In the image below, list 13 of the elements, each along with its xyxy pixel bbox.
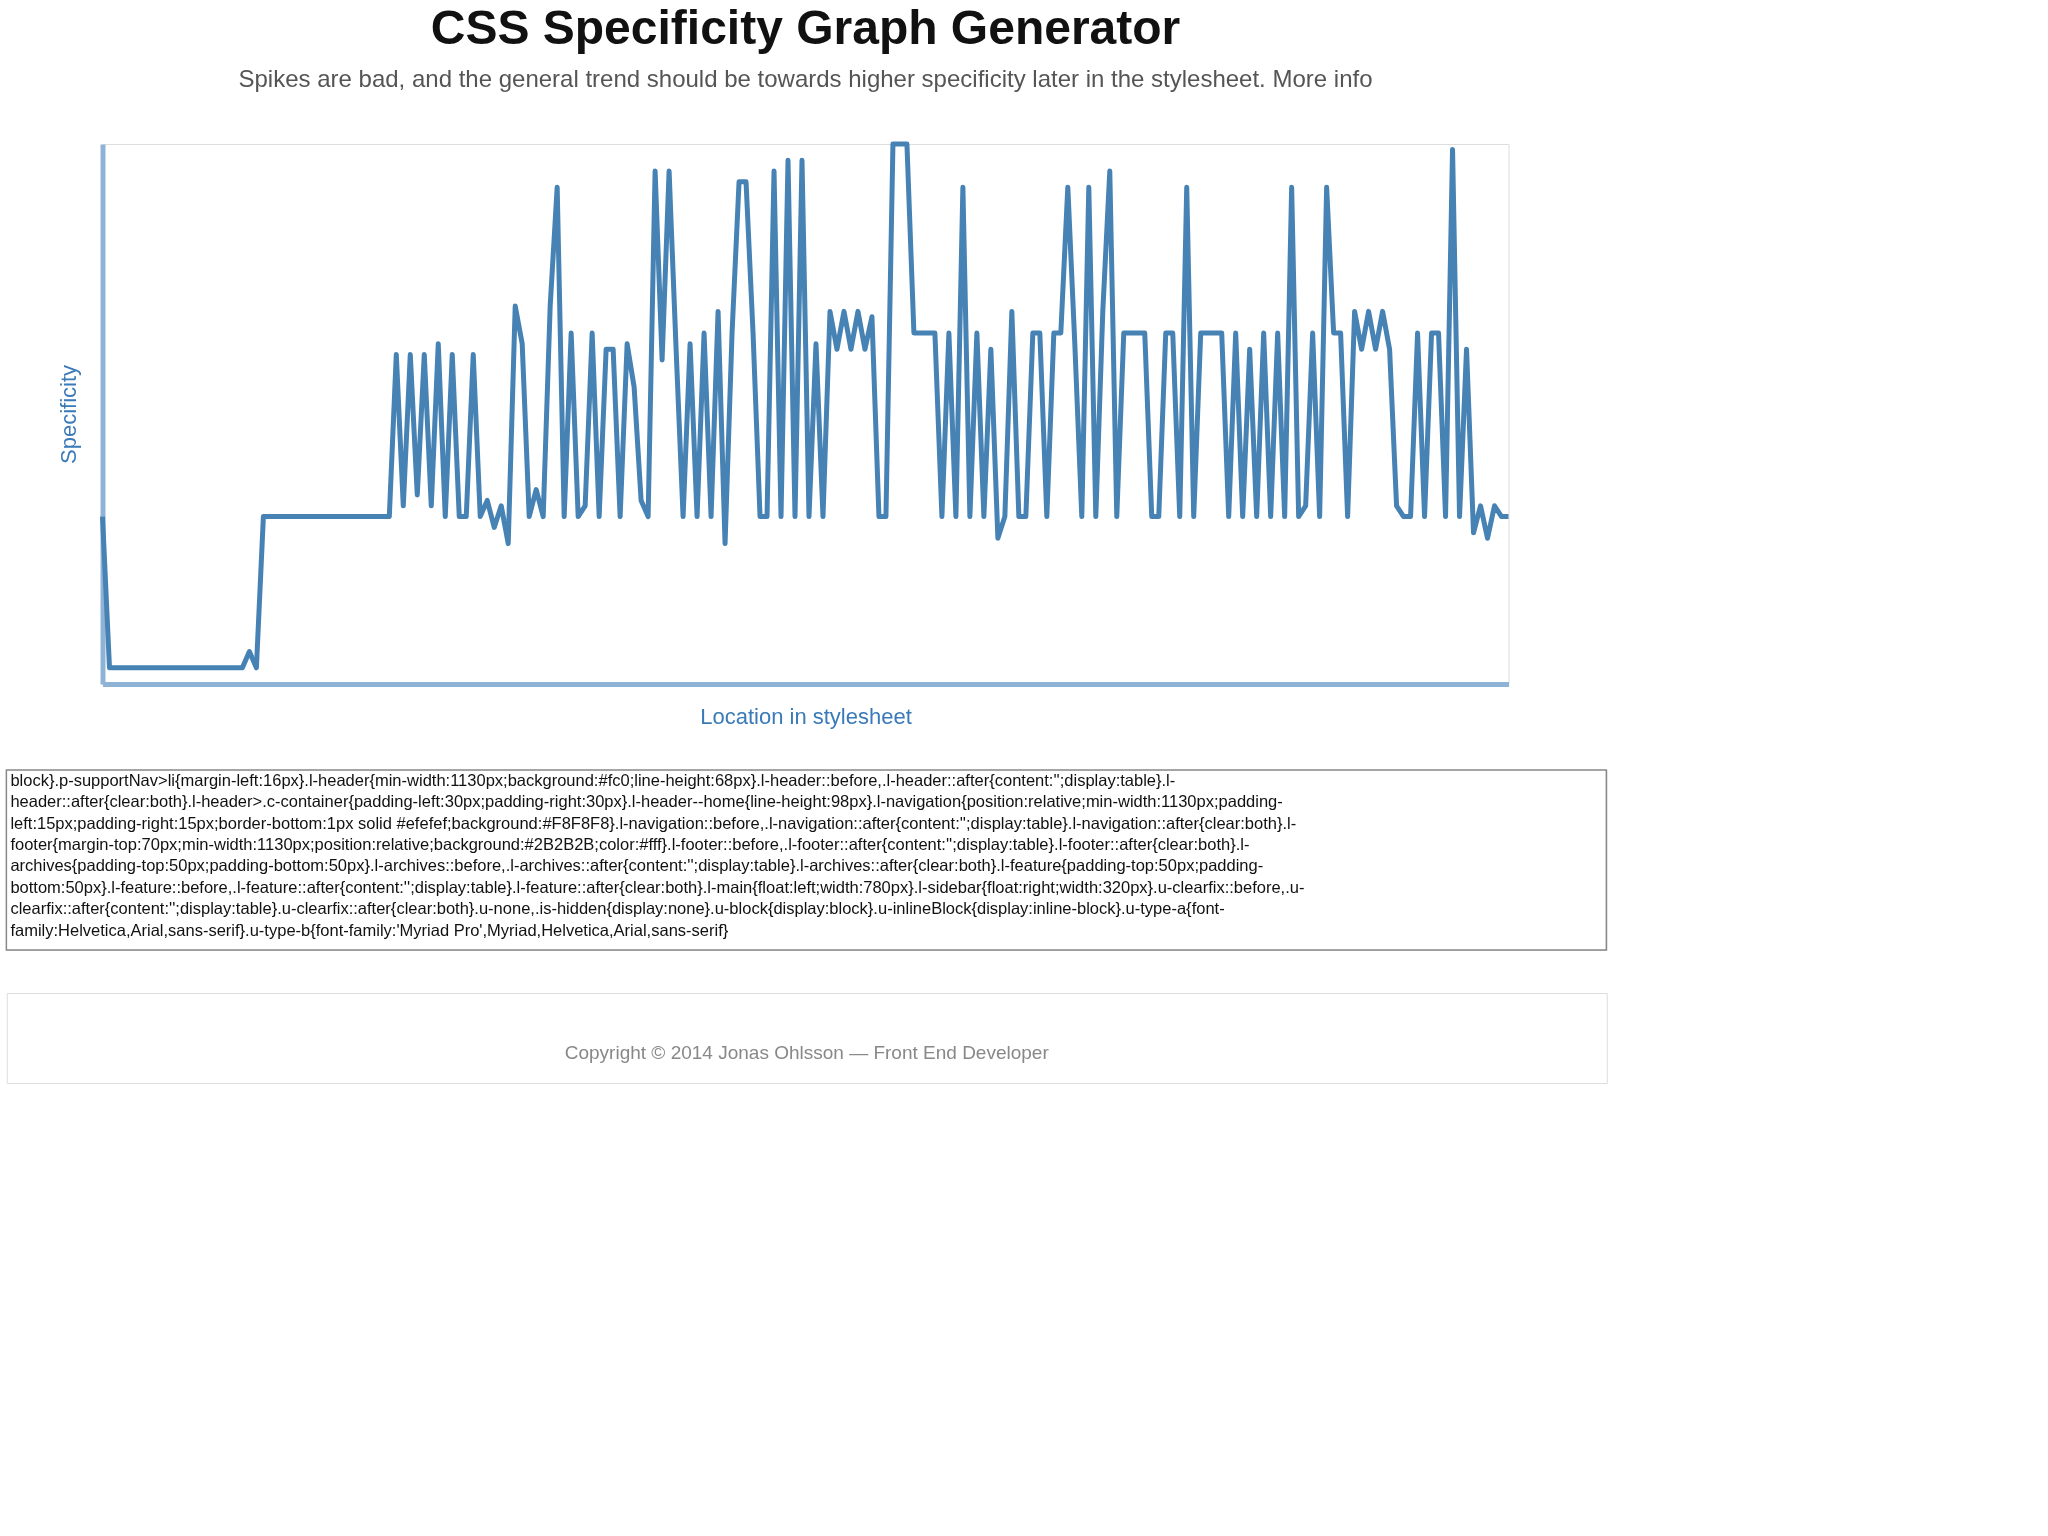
text: header::after{clear:both}.l-header>.c-container{padding-left:30px;padding-right:30px}.l-header--home{line-height:98px}.l-navigation{position:relative;min-width:1130px;padding-: [10, 792, 1283, 811]
x-axis-title: Location in stylesheet: [700, 703, 912, 729]
chart-subtitle: Spikes are bad, and the general trend should be towards higher specificity later in the stylesheet. More info: [238, 64, 1373, 92]
text: footer{margin-top:70px;min-width:1130px;position:relative;background:#2B2B2B;color:#fff}.l-footer::before,.l-footer::after{content:'';display:table}.l-footer::after{clear:both}.l-: [10, 835, 1250, 853]
text: left:15px;padding-right:15px;border-bottom:1px solid #efefef;background:#F8F8F8}.l-navigation::before,.l-navigation::after{content:'';display:table}.l-navigation::after{clear:both}.l-: [10, 813, 1297, 832]
text: archives{padding-top:50px;padding-bottom:50px}.l-archives::before,.l-archives::after{content:'';display:table}.l-archives::after{clear:both}.l-feature{padding-top:50px;padding-: [10, 856, 1264, 875]
chart-title: CSS Specificity Graph Generator: [430, 0, 1181, 54]
text: bottom:50px}.l-feature::before,.l-feature::after{content:'';display:table}.l-feature::after{clear:both}.l-main{float:left;width:780px}.l-sidebar{float:right;width:320px}.u-clearfix::before,.u-: [10, 877, 1305, 896]
text: block}.p-supportNav>li{margin-left:16px}.l-header{min-width:1130px;background:#fc0;line-height:68px}.l-header::before,.l-header::after{content:'';display:table}.l-: [10, 770, 1176, 789]
text: Copyright © 2014 Jonas Ohlsson — Front End Developer: [564, 1042, 1050, 1063]
text: clearfix::after{content:'';display:table}.u-clearfix::after{clear:both}.u-none,.is-hidden{display:none}.u-block{display:block}.u-inlineBlock{display:inline-block}.u-type-a{font-: [10, 899, 1225, 918]
y-axis-title: Specificity: [56, 364, 81, 465]
text: family:Helvetica,Arial,sans-serif}.u-type-b{font-family:'Myriad Pro',Myriad,Helvetica,Arial,sans-serif}: [10, 920, 729, 939]
